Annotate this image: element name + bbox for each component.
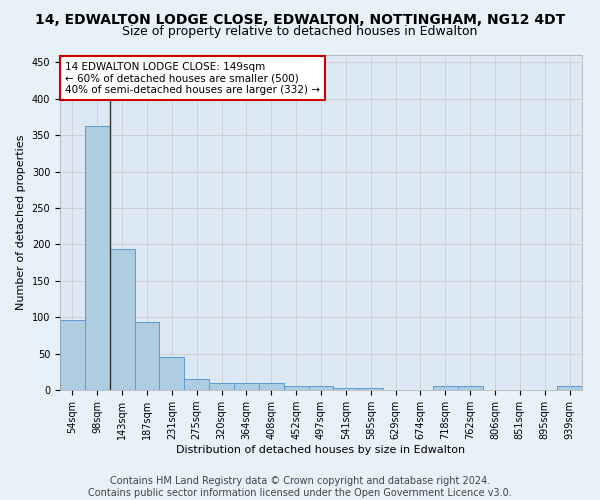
- Text: 14 EDWALTON LODGE CLOSE: 149sqm
← 60% of detached houses are smaller (500)
40% o: 14 EDWALTON LODGE CLOSE: 149sqm ← 60% of…: [65, 62, 320, 95]
- Text: 14, EDWALTON LODGE CLOSE, EDWALTON, NOTTINGHAM, NG12 4DT: 14, EDWALTON LODGE CLOSE, EDWALTON, NOTT…: [35, 12, 565, 26]
- Bar: [234, 382, 259, 390]
- Bar: [433, 386, 458, 390]
- Bar: [60, 320, 85, 390]
- Text: Size of property relative to detached houses in Edwalton: Size of property relative to detached ho…: [122, 25, 478, 38]
- X-axis label: Distribution of detached houses by size in Edwalton: Distribution of detached houses by size …: [176, 445, 466, 455]
- Bar: [557, 386, 582, 390]
- Bar: [85, 126, 110, 390]
- Bar: [358, 388, 383, 390]
- Bar: [160, 356, 184, 390]
- Y-axis label: Number of detached properties: Number of detached properties: [16, 135, 26, 310]
- Bar: [134, 322, 160, 390]
- Bar: [284, 386, 308, 390]
- Text: Contains HM Land Registry data © Crown copyright and database right 2024.
Contai: Contains HM Land Registry data © Crown c…: [88, 476, 512, 498]
- Bar: [259, 382, 284, 390]
- Bar: [458, 386, 482, 390]
- Bar: [184, 379, 209, 390]
- Bar: [308, 386, 334, 390]
- Bar: [209, 382, 234, 390]
- Bar: [110, 248, 134, 390]
- Bar: [334, 388, 358, 390]
